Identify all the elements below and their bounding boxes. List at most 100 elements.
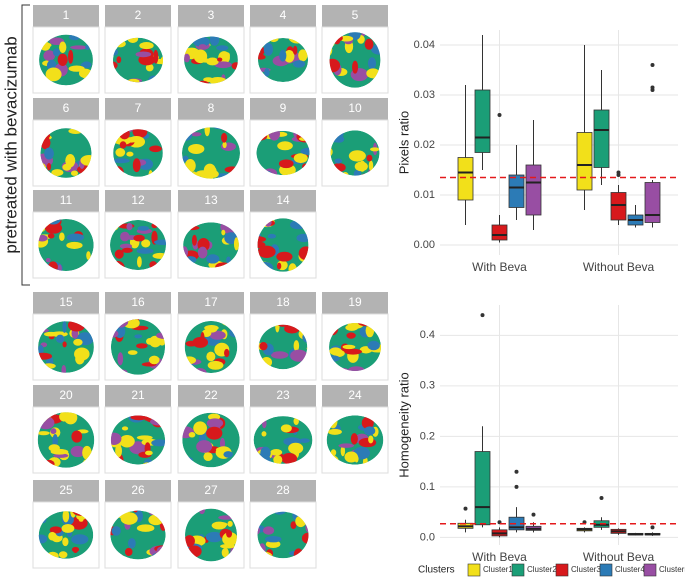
panel-strip xyxy=(250,292,316,314)
tissue-spot xyxy=(113,158,130,164)
tissue-spot xyxy=(61,523,75,533)
tissue-spot xyxy=(80,155,92,166)
tissue-spot xyxy=(203,452,213,462)
tissue-spot xyxy=(221,229,226,236)
panel-strip xyxy=(178,385,244,407)
outlier xyxy=(480,313,485,318)
tissue-spot xyxy=(185,340,197,347)
legend-swatch xyxy=(599,563,613,577)
panel-strip xyxy=(33,98,99,120)
tissue-spot xyxy=(44,331,58,337)
tissue-spot xyxy=(209,330,226,340)
tissue-spot xyxy=(224,52,230,59)
tissue-spot xyxy=(44,147,54,160)
panel-strip xyxy=(33,292,99,314)
tissue-spot xyxy=(221,132,228,143)
chart: 0.0 0.1 0.2 0.3 0.4 With Beva Without Beva Homo… xyxy=(396,305,685,577)
tissue-spot xyxy=(196,440,213,453)
tissue-spot xyxy=(262,526,275,535)
tissue-spot xyxy=(300,147,310,155)
tissue-spot xyxy=(268,130,281,141)
tissue-spot xyxy=(206,57,219,66)
tissue-spot xyxy=(206,426,223,440)
tissue-spot xyxy=(270,448,283,456)
tissue-spot xyxy=(329,347,342,356)
tissue-spot xyxy=(353,169,362,176)
tissue-spot xyxy=(111,526,121,536)
panel-number: 22 xyxy=(204,388,218,402)
panel: 22 xyxy=(177,385,245,474)
panel: 28 xyxy=(249,480,317,569)
tissue xyxy=(38,511,94,559)
tissue-spot xyxy=(73,548,78,553)
tissue-spot xyxy=(66,233,85,242)
tissue-spot xyxy=(290,349,308,362)
tissue-spot xyxy=(191,234,197,246)
tissue-spot xyxy=(222,141,227,149)
tissue-spot xyxy=(127,37,139,43)
tissue-spot xyxy=(120,512,138,525)
tissue-spot xyxy=(71,534,89,545)
tissue-spot xyxy=(197,246,208,259)
panel: 6 xyxy=(32,98,100,187)
box xyxy=(610,192,627,221)
panel-strip xyxy=(33,190,99,212)
outlier xyxy=(463,506,468,511)
panel-number: 14 xyxy=(276,193,290,207)
y-tick-label: 0.2 xyxy=(420,430,435,442)
tissue-spot xyxy=(46,163,52,171)
tissue-spot xyxy=(37,431,50,436)
tissue-spot xyxy=(344,348,362,355)
panel-strip xyxy=(105,98,171,120)
tissue-spot xyxy=(45,67,62,82)
tissue-spot xyxy=(68,49,74,64)
legend-label: Cluster2 xyxy=(527,565,557,574)
tissue-spot xyxy=(214,61,232,69)
tissue xyxy=(329,323,381,371)
tissue-spot xyxy=(292,60,306,68)
panel-strip xyxy=(105,480,171,502)
tissue-spot xyxy=(208,170,219,178)
tissue-spot xyxy=(193,421,207,435)
tissue-spot xyxy=(136,435,153,440)
tissue-spot xyxy=(63,412,78,425)
panel-number: 27 xyxy=(204,483,218,497)
tissue-spot xyxy=(115,148,126,157)
tissue-spot xyxy=(276,251,293,262)
tissue-spot xyxy=(80,62,92,68)
tissue-spot xyxy=(132,158,141,173)
tissue xyxy=(39,34,93,86)
tissue xyxy=(110,415,166,465)
panel-number: 1 xyxy=(63,8,70,22)
y-tick-label: 0.04 xyxy=(414,39,435,51)
tissue-spot xyxy=(226,256,231,264)
tissue-spot xyxy=(344,451,358,463)
tissue-spot xyxy=(38,534,48,544)
tissue-spot xyxy=(340,445,346,457)
tissue-spot xyxy=(121,426,129,431)
tissue-spot xyxy=(283,49,295,63)
panel-strip xyxy=(105,385,171,407)
tissue-spot xyxy=(367,57,377,70)
tissue-spot xyxy=(127,350,138,355)
tissue-spot xyxy=(205,531,223,543)
side-label: pretreated with bevacizumab xyxy=(1,36,20,253)
panel: 20 xyxy=(32,385,100,474)
tissue xyxy=(329,32,381,88)
panel: 15 xyxy=(32,292,100,381)
tissue-spot xyxy=(363,426,376,436)
tissue-spot xyxy=(73,338,83,346)
tissue-spot xyxy=(151,439,166,447)
tissue-spot xyxy=(119,435,135,448)
tissue-spot xyxy=(290,521,297,530)
tissue-spot xyxy=(206,418,224,428)
tissue-spot xyxy=(135,51,152,58)
tissue-spot xyxy=(293,153,308,164)
tissue-spot xyxy=(279,49,287,62)
tissue-spot xyxy=(267,233,277,239)
tissue-spot xyxy=(264,68,270,77)
tissue-spot xyxy=(299,438,310,443)
tissue-spot xyxy=(203,77,214,83)
tissue-spot xyxy=(367,340,380,351)
outlier xyxy=(514,484,519,489)
